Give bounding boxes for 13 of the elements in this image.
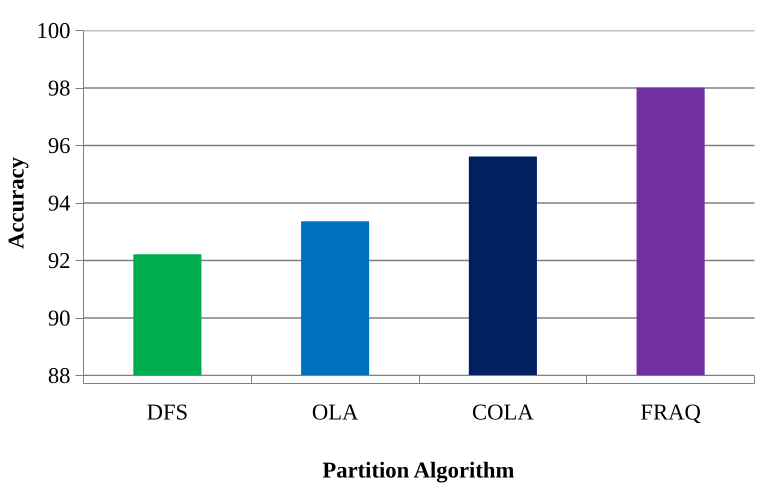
y-tick-label: 92: [48, 248, 70, 273]
y-tick-label: 100: [36, 18, 70, 43]
y-axis-title: Accuracy: [4, 156, 29, 249]
y-tick-label: 88: [48, 363, 70, 388]
y-tick-label: 90: [48, 306, 70, 330]
y-tick-label: 94: [48, 190, 70, 216]
x-axis-title: Partition Algorithm: [322, 458, 514, 482]
x-tick-label: FRAQ: [640, 400, 701, 424]
y-tick-label: 98: [48, 76, 70, 100]
x-tick-label: DFS: [146, 400, 188, 424]
y-tick-label: 96: [48, 133, 70, 158]
x-tick-label: COLA: [472, 400, 534, 424]
x-tick-label: OLA: [312, 400, 360, 424]
